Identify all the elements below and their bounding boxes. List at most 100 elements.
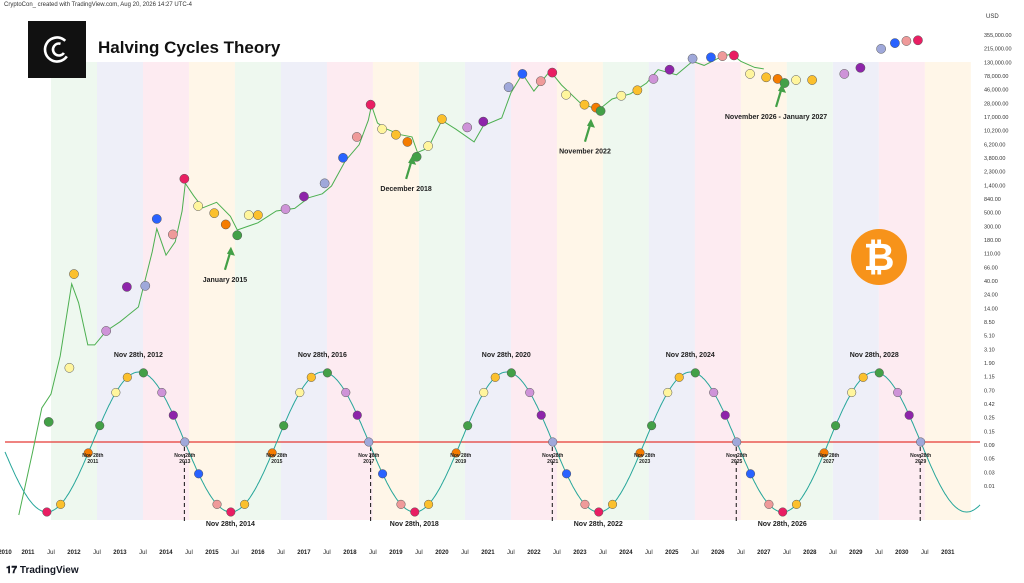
x-tick-label: 2019 — [389, 550, 403, 556]
y-tick-label: 0.25 — [984, 416, 995, 422]
price-phase-dot — [280, 204, 291, 214]
x-tick-label: 2015 — [205, 550, 219, 556]
cycle-phase-dot — [111, 387, 121, 398]
cycle-phase-dot — [226, 507, 236, 517]
x-tick-label: Jul — [139, 550, 147, 556]
x-tick-label: 2028 — [803, 550, 817, 556]
cycle-band — [142, 62, 189, 520]
y-tick-label: 0.01 — [984, 484, 995, 490]
x-tick-label: 2018 — [343, 550, 357, 556]
price-phase-dot — [140, 280, 151, 291]
annotation-arrow-head — [778, 83, 787, 93]
x-tick-label: 2021 — [481, 550, 495, 556]
cycle-phase-dot — [322, 368, 332, 378]
cycle-phase-dot — [916, 437, 926, 447]
cycle-trough-label: Nov 28th, 2014 — [206, 521, 255, 528]
x-tick-label: Jul — [185, 550, 193, 556]
x-tick-label: 2011 — [21, 550, 35, 556]
cycle-phase-dot — [410, 507, 420, 517]
y-tick-label: 0.09 — [984, 443, 995, 449]
price-phase-dot — [351, 132, 362, 142]
price-phase-dot — [717, 51, 728, 61]
price-phase-dot — [517, 69, 528, 79]
y-tick-label: 110.00 — [984, 252, 1000, 258]
bitcoin-logo-icon: ₿ — [851, 229, 907, 285]
x-tick-label: 2017 — [297, 550, 311, 556]
cycle-band — [280, 62, 327, 520]
x-tick-label: Jul — [553, 550, 561, 556]
x-tick-label: 2020 — [435, 550, 449, 556]
cycle-phase-dot — [647, 421, 657, 431]
x-tick-label: Jul — [323, 550, 331, 556]
cycle-trough-label: Nov 28th, 2022 — [574, 521, 623, 528]
x-tick-label: Jul — [277, 550, 285, 556]
price-phase-dot — [890, 38, 900, 48]
y-tick-label: 0.05 — [984, 457, 995, 463]
y-tick-label: 300.00 — [984, 224, 1001, 230]
y-tick-label: 1.90 — [984, 361, 995, 367]
y-tick-label: 66.00 — [984, 265, 998, 271]
x-tick-label: 2029 — [849, 550, 863, 556]
price-phase-dot — [209, 208, 220, 219]
cycle-cross-year: 2017 — [363, 459, 374, 465]
cycle-phase-dot — [525, 387, 535, 398]
cycle-phase-dot — [194, 469, 204, 479]
price-phase-dot — [876, 43, 886, 54]
cycle-band — [832, 62, 879, 520]
cycle-cross-label: Nov 28th — [82, 453, 103, 459]
x-tick-label: 2023 — [573, 550, 587, 556]
cycle-phase-dot — [548, 437, 558, 447]
y-tick-label: 1,400.00 — [984, 183, 1005, 189]
cycle-phase-dot — [490, 372, 500, 382]
x-tick-label: Jul — [415, 550, 423, 556]
x-tick-label: Jul — [507, 550, 515, 556]
cycle-band — [694, 62, 741, 520]
y-tick-label: 6,200.00 — [984, 142, 1005, 148]
price-phase-dot — [423, 141, 433, 151]
price-phase-dot — [632, 85, 643, 96]
cycle-band — [648, 62, 695, 520]
cycle-phase-dot — [424, 499, 434, 509]
cycle-cross-label: Nov 28th — [542, 453, 563, 459]
price-phase-dot — [687, 53, 698, 64]
x-tick-label: Jul — [231, 550, 239, 556]
cycle-phase-dot — [352, 410, 362, 420]
x-tick-label: 2013 — [113, 550, 127, 556]
y-tick-label: 24.00 — [984, 293, 998, 299]
price-phase-dot — [595, 106, 606, 116]
price-phase-dot — [664, 64, 675, 75]
price-phase-dot — [437, 114, 447, 124]
cycle-cross-year: 2011 — [87, 459, 98, 465]
y-tick-label: 40.00 — [984, 279, 998, 285]
cycle-cross-year: 2013 — [179, 459, 190, 465]
cycle-phase-dot — [847, 387, 857, 398]
cycle-phase-dot — [874, 368, 884, 378]
cycle-peak-label: Nov 28th, 2028 — [850, 352, 899, 359]
cycle-cross-label: Nov 28th — [726, 453, 747, 459]
cycle-phase-dot — [378, 469, 388, 479]
price-phase-dot — [462, 122, 473, 133]
cycle-band — [188, 62, 235, 520]
cycle-phase-dot — [663, 387, 673, 398]
price-phase-dot — [503, 82, 514, 92]
cycle-phase-dot — [764, 499, 774, 509]
y-tick-label: 10,200.00 — [984, 129, 1008, 135]
cycle-phase-dot — [295, 387, 305, 398]
cycle-peak-label: Nov 28th, 2016 — [298, 352, 347, 359]
cycle-phase-dot — [607, 499, 618, 509]
price-phase-dot — [547, 67, 558, 78]
x-tick-label: Jul — [461, 550, 469, 556]
cycle-peak-label: Nov 28th, 2024 — [666, 352, 715, 359]
cycle-phase-dot — [122, 372, 132, 382]
cycle-phase-dot — [479, 387, 489, 398]
y-tick-label: 2,300.00 — [984, 170, 1005, 176]
cycle-cross-label: Nov 28th — [450, 453, 471, 459]
cycle-phase-dot — [168, 410, 178, 420]
cycle-phase-dot — [267, 448, 277, 458]
cycle-phase-dot — [506, 368, 516, 378]
cycle-phase-dot — [451, 448, 461, 458]
cycle-phase-dot — [306, 372, 316, 382]
cycle-phase-dot — [720, 410, 730, 420]
price-phase-dot — [535, 76, 546, 87]
price-phase-dot — [365, 99, 376, 110]
